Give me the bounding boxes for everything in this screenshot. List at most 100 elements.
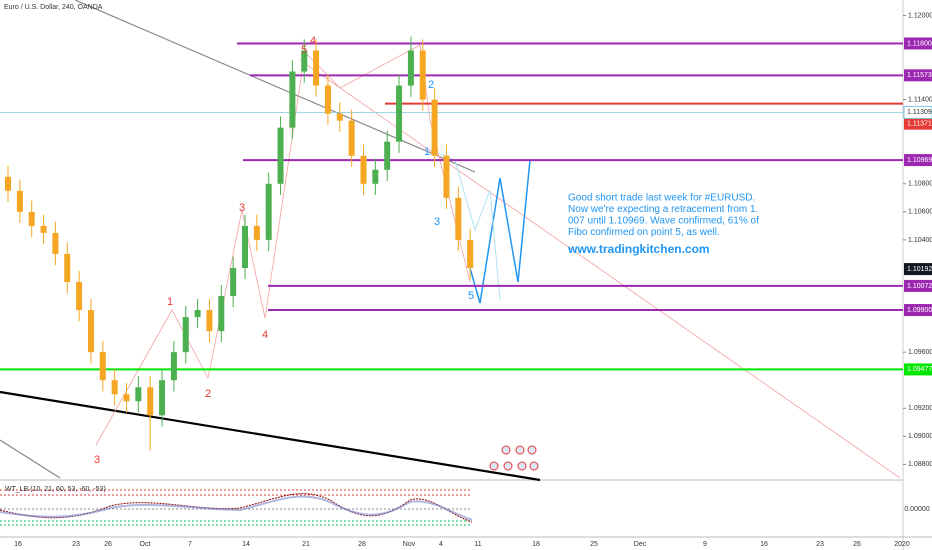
candle-body (230, 267, 237, 297)
candle-body (467, 239, 474, 268)
candle-body (99, 352, 106, 381)
osc-line (0, 495, 473, 521)
level-label-box (904, 154, 932, 167)
projection-path (469, 159, 531, 304)
candle-body (431, 99, 438, 156)
candle-body (111, 380, 118, 395)
level-label-box (904, 279, 932, 292)
trend-line (0, 390, 541, 482)
level-label: 1.09477 (907, 366, 932, 373)
candle-body (40, 225, 47, 233)
candle-body (336, 113, 343, 121)
x-tick-label: 2020 (894, 541, 910, 548)
x-tick-label: 4 (439, 541, 443, 548)
annotation-line: Good short trade last week for #EURUSD. (568, 193, 755, 204)
trend-line (74, 0, 476, 173)
candle-body (277, 127, 284, 184)
x-tick-label: 23 (816, 541, 824, 548)
candle-body (170, 352, 177, 381)
x-tick-label: 7 (188, 541, 192, 548)
wave-label: 3 (94, 454, 100, 466)
candle-body (324, 85, 331, 114)
wave-label: 5 (301, 44, 307, 56)
annotation-line: Fibo confirmed on point 5, as well. (568, 227, 720, 238)
x-tick-label: 21 (302, 541, 310, 548)
candle-body (253, 225, 260, 240)
trend-line (0, 439, 61, 479)
x-tick-label: 9 (703, 541, 707, 548)
x-tick-label: 28 (358, 541, 366, 548)
candle-body (313, 50, 320, 86)
candle-body (52, 232, 59, 254)
level-label: 1.10072 (907, 283, 932, 290)
last-price-box (904, 263, 932, 276)
indicator-label: WT_LB (10, 21, 60, 53, -60, -53) (5, 486, 106, 493)
wave-label: 4 (262, 329, 268, 341)
candle-body (348, 120, 355, 156)
y-tick-label: 1.12000 (908, 12, 932, 19)
y-tick-label: 1.09000 (908, 433, 932, 440)
candle-body (159, 380, 166, 416)
candle-body (419, 50, 426, 100)
level-label-box (903, 105, 932, 119)
annotation-line: Now we're expecting a retracement from 1… (568, 204, 758, 215)
x-tick-label: 26 (104, 541, 112, 548)
candle-body (206, 310, 213, 332)
wave-label: 5 (468, 290, 474, 302)
level-label: 1.11371 (907, 121, 932, 128)
candle-body (360, 155, 367, 184)
wave-label: 4 (310, 35, 316, 47)
candle-body (5, 176, 11, 191)
x-tick-label: 25 (590, 541, 598, 548)
candle-body (64, 253, 71, 282)
chart-title: Euro / U.S. Dollar, 240, OANDA (4, 4, 103, 11)
x-tick-label: 16 (14, 541, 22, 548)
x-tick-label: 26 (853, 541, 861, 548)
level-label-box (904, 304, 932, 317)
candle-body (384, 141, 391, 170)
level-label: 1.10969 (907, 157, 932, 164)
candle-body (242, 225, 248, 268)
event-icons (489, 445, 539, 471)
annotation-line: 007 until 1.10969. Wave confirmed, 61% o… (568, 216, 759, 227)
y-tick-label: 1.10400 (908, 237, 932, 244)
candle-body (443, 155, 450, 198)
wave-label: 3 (239, 202, 245, 214)
wave-label: 2 (205, 388, 211, 400)
candle-body (218, 296, 225, 332)
y-tick-label: 1.08800 (908, 461, 932, 468)
candle-body (123, 394, 130, 402)
level-label-box (904, 363, 932, 376)
y-tick-label: 1.10600 (908, 209, 932, 216)
candle-body (76, 282, 83, 311)
candle-body (372, 169, 379, 184)
wave-label: 3 (434, 216, 440, 228)
candle-body (265, 183, 272, 240)
candle-body (289, 71, 296, 128)
x-tick-label: 14 (242, 541, 250, 548)
website: www.tradingkitchen.com (567, 242, 710, 256)
candle-body (407, 50, 414, 86)
candle-body (301, 50, 308, 72)
x-tick-label: Nov (403, 541, 416, 548)
level-label: 1.09900 (907, 307, 932, 314)
x-tick-label: 23 (72, 541, 80, 548)
candle-body (16, 190, 23, 212)
candle-body (396, 85, 403, 142)
level-label-box (904, 117, 932, 130)
level-label: 1.11800 (907, 40, 932, 47)
candle-body (455, 197, 462, 240)
indicator-axis-label: 0.00000 (904, 506, 929, 513)
x-tick-label: 18 (532, 541, 540, 548)
y-tick-label: 1.11400 (908, 96, 932, 103)
last-price-label: 1.10192 (907, 266, 932, 273)
wave-label: 1 (424, 146, 430, 158)
x-tick-label: Oct (140, 541, 151, 548)
level-label-box (904, 69, 932, 82)
x-tick-label: 11 (474, 541, 481, 548)
level-label: 1.11573 (907, 72, 932, 79)
x-tick-label: 16 (760, 541, 768, 548)
level-label: 1.11309 (907, 109, 932, 116)
